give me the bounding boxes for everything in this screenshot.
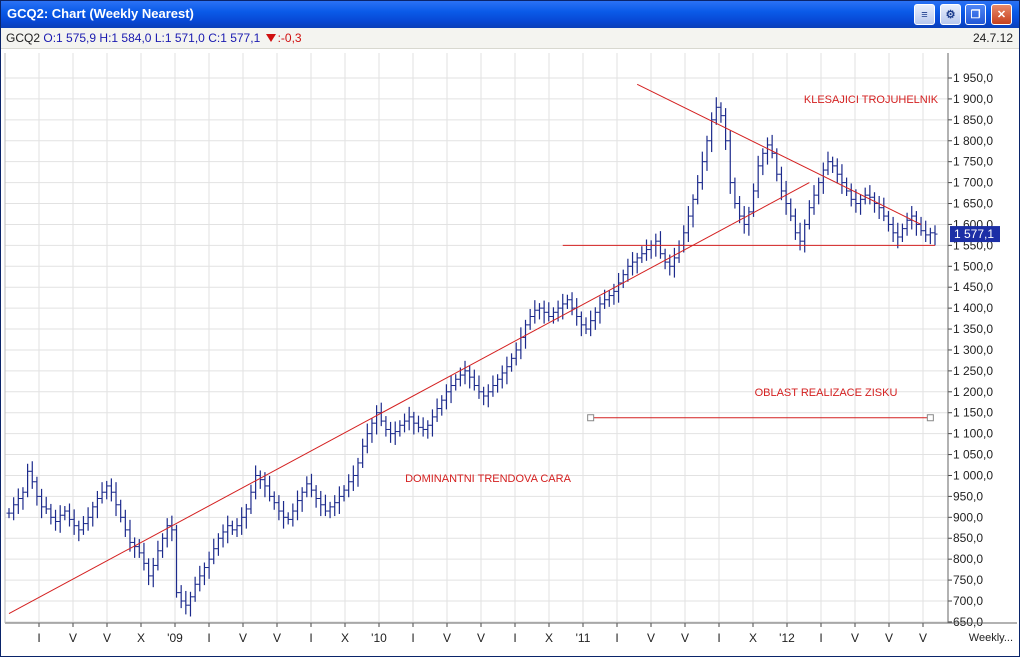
down-triangle-icon (265, 34, 276, 42)
window-title: GCQ2: Chart (Weekly Nearest) (7, 6, 194, 21)
x-tick-label: I (37, 631, 40, 645)
restore-button[interactable]: ❐ (965, 4, 986, 25)
y-tick-label: 1 200,0 (953, 385, 993, 399)
y-tick-label: 1 450,0 (953, 280, 993, 294)
quote-date: 24.7.12 (972, 31, 1013, 45)
y-tick-label: 1 950,0 (953, 71, 993, 85)
x-tick-label: '09 (167, 631, 183, 645)
x-tick-label: I (615, 631, 618, 645)
last-price-label: 1 577,1 (954, 227, 994, 241)
x-tick-label: V (273, 631, 281, 645)
y-tick-label: 1 050,0 (953, 448, 993, 462)
x-tick-label: X (545, 631, 553, 645)
y-tick-label: 1 100,0 (953, 427, 993, 441)
chart-annotation: DOMINANTNI TRENDOVA CARA (405, 473, 571, 485)
settings-icon: ⚙ (945, 9, 956, 21)
y-tick-label: 850,0 (953, 531, 983, 545)
y-tick-label: 1 000,0 (953, 468, 993, 482)
settings-button[interactable]: ⚙ (940, 4, 961, 25)
y-tick-label: 950,0 (953, 489, 983, 503)
x-tick-label: V (647, 631, 655, 645)
line-handle (926, 414, 934, 422)
x-tick-label: V (851, 631, 859, 645)
close-button[interactable]: ✕ (991, 4, 1012, 25)
y-tick-label: 1 300,0 (953, 343, 993, 357)
quote-open: O:1 575,9 (43, 31, 97, 45)
y-tick-label: 700,0 (953, 594, 983, 608)
y-tick-label: 900,0 (953, 510, 983, 524)
plot-area (5, 53, 948, 623)
chart-annotation: OBLAST REALIZACE ZISKU (755, 387, 898, 399)
y-tick-label: 750,0 (953, 573, 983, 587)
period-label[interactable]: Weekly... (968, 632, 1013, 644)
x-tick-label: I (411, 631, 414, 645)
y-tick-label: 1 900,0 (953, 92, 993, 106)
y-tick-label: 1 500,0 (953, 259, 993, 273)
arrange-icon: ≡ (921, 8, 928, 21)
x-tick-label: V (443, 631, 451, 645)
x-tick-label: '10 (371, 631, 387, 645)
x-tick-label: X (341, 631, 349, 645)
y-tick-label: 800,0 (953, 552, 983, 566)
y-tick-label: 1 850,0 (953, 113, 993, 127)
arrange-button[interactable]: ≡ (914, 4, 935, 25)
x-tick-label: I (513, 631, 516, 645)
x-tick-label: X (137, 631, 145, 645)
quote-high: H:1 584,0 (99, 31, 152, 45)
close-icon: ✕ (996, 9, 1007, 21)
y-tick-label: 1 250,0 (953, 364, 993, 378)
y-tick-label: 1 150,0 (953, 406, 993, 420)
x-tick-label: I (309, 631, 312, 645)
y-tick-label: 1 350,0 (953, 322, 993, 336)
price-chart[interactable]: 650,0 700,0 750,0 800,0 850,0 900,0 950,0 1 000… (1, 48, 1019, 656)
x-tick-label: X (749, 631, 757, 645)
x-tick-label: V (477, 631, 485, 645)
y-tick-label: 1 750,0 (953, 155, 993, 169)
restore-icon: ❐ (970, 9, 981, 21)
y-tick-label: 650,0 (953, 615, 983, 629)
triangle-upper-line (636, 83, 922, 225)
quote-low: L:1 571,0 (154, 31, 205, 45)
x-tick-label: I (207, 631, 210, 645)
x-tick-label: I (717, 631, 720, 645)
quote-change: :-0,3 (277, 31, 302, 45)
x-tick-label: '11 (576, 631, 591, 645)
y-tick-label: 1 650,0 (953, 197, 993, 211)
x-tick-label: V (681, 631, 689, 645)
quote-line: GCQ2 O:1 575,9 H:1 584,0 L:1 571,0 C:1 5… (6, 31, 302, 45)
quote-symbol: GCQ2 (6, 31, 41, 45)
x-tick-label: V (239, 631, 247, 645)
title-bar[interactable]: GCQ2: Chart (Weekly Nearest) ≡ ⚙ ❐ ✕ (1, 1, 1019, 28)
chart-annotation: KLESAJICI TROJUHELNIK (804, 94, 939, 106)
y-tick-label: 1 800,0 (953, 134, 993, 148)
quote-close: C:1 577,1 (208, 31, 261, 45)
y-tick-label: 1 400,0 (953, 301, 993, 315)
dominant-trendline (8, 182, 810, 614)
x-tick-label: V (885, 631, 893, 645)
x-tick-label: '12 (779, 631, 795, 645)
x-tick-label: V (919, 631, 927, 645)
y-tick-label: 1 700,0 (953, 176, 993, 190)
x-tick-label: V (69, 631, 77, 645)
line-handle (587, 414, 595, 422)
x-tick-label: V (103, 631, 111, 645)
quote-bar: GCQ2 O:1 575,9 H:1 584,0 L:1 571,0 C:1 5… (1, 28, 1019, 49)
x-tick-label: I (819, 631, 822, 645)
last-price-box (950, 226, 1000, 243)
